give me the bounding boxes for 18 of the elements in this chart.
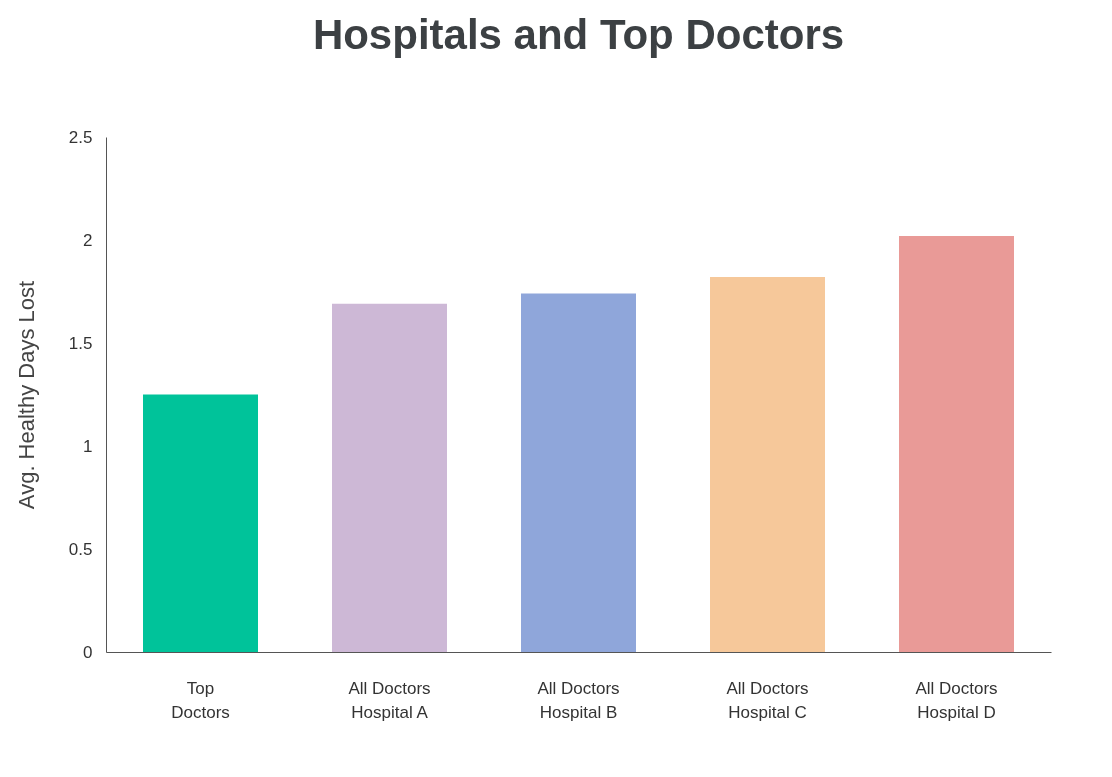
bar xyxy=(521,293,636,652)
x-tick-label: Top Doctors xyxy=(171,678,230,722)
y-tick-label: 1.5 xyxy=(68,333,93,353)
chart-title: Hospitals and Top Doctors xyxy=(312,11,845,58)
x-tick-label: All Doctors Hospital D xyxy=(915,678,998,722)
bar xyxy=(143,394,258,652)
bar xyxy=(710,277,825,652)
y-tick-label: 0.5 xyxy=(68,539,93,559)
y-tick-label: 1 xyxy=(83,436,93,456)
bar xyxy=(899,235,1014,652)
y-tick-label: 0 xyxy=(83,642,93,662)
y-tick-label: 2.5 xyxy=(68,127,93,147)
y-axis-title: Avg. Healthy Days Lost xyxy=(13,280,39,510)
bar xyxy=(332,303,447,652)
x-tick-label: All Doctors Hospital A xyxy=(348,678,431,722)
x-tick-label: All Doctors Hospital C xyxy=(726,678,809,722)
y-tick-label: 2 xyxy=(83,230,93,250)
x-tick-label: All Doctors Hospital B xyxy=(537,678,620,722)
